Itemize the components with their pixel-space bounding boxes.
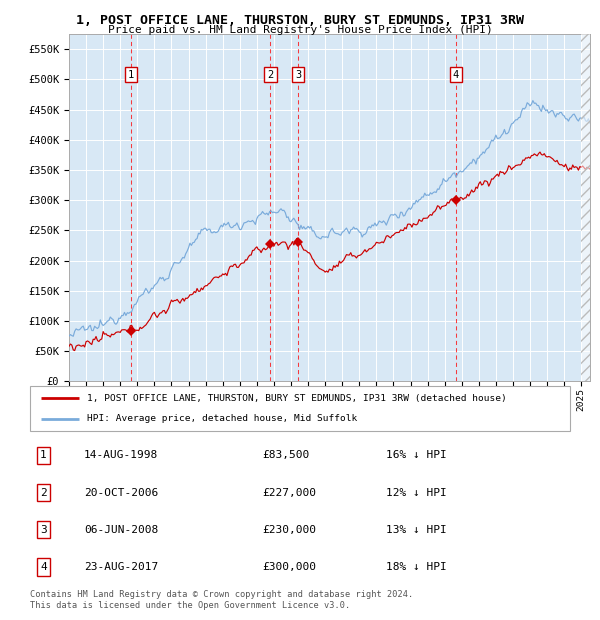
Text: Contains HM Land Registry data © Crown copyright and database right 2024.: Contains HM Land Registry data © Crown c… [30, 590, 413, 600]
Text: Price paid vs. HM Land Registry's House Price Index (HPI): Price paid vs. HM Land Registry's House … [107, 25, 493, 35]
Text: £83,500: £83,500 [262, 450, 310, 461]
Text: 2: 2 [268, 69, 274, 79]
Text: 18% ↓ HPI: 18% ↓ HPI [386, 562, 447, 572]
Text: 1: 1 [128, 69, 134, 79]
Text: 1: 1 [40, 450, 47, 461]
Text: 12% ↓ HPI: 12% ↓ HPI [386, 487, 447, 498]
Text: 14-AUG-1998: 14-AUG-1998 [84, 450, 158, 461]
FancyBboxPatch shape [30, 386, 570, 431]
Text: This data is licensed under the Open Government Licence v3.0.: This data is licensed under the Open Gov… [30, 601, 350, 611]
Text: 3: 3 [40, 525, 47, 535]
Text: 13% ↓ HPI: 13% ↓ HPI [386, 525, 447, 535]
Text: 23-AUG-2017: 23-AUG-2017 [84, 562, 158, 572]
Text: 2: 2 [40, 487, 47, 498]
Text: £230,000: £230,000 [262, 525, 316, 535]
Text: 1, POST OFFICE LANE, THURSTON, BURY ST EDMUNDS, IP31 3RW (detached house): 1, POST OFFICE LANE, THURSTON, BURY ST E… [86, 394, 506, 403]
Text: HPI: Average price, detached house, Mid Suffolk: HPI: Average price, detached house, Mid … [86, 414, 357, 423]
Text: 4: 4 [40, 562, 47, 572]
Text: 1, POST OFFICE LANE, THURSTON, BURY ST EDMUNDS, IP31 3RW: 1, POST OFFICE LANE, THURSTON, BURY ST E… [76, 14, 524, 27]
Text: £227,000: £227,000 [262, 487, 316, 498]
Text: £300,000: £300,000 [262, 562, 316, 572]
Text: 4: 4 [452, 69, 459, 79]
Text: 20-OCT-2006: 20-OCT-2006 [84, 487, 158, 498]
Text: 16% ↓ HPI: 16% ↓ HPI [386, 450, 447, 461]
Text: 06-JUN-2008: 06-JUN-2008 [84, 525, 158, 535]
Text: 3: 3 [295, 69, 301, 79]
